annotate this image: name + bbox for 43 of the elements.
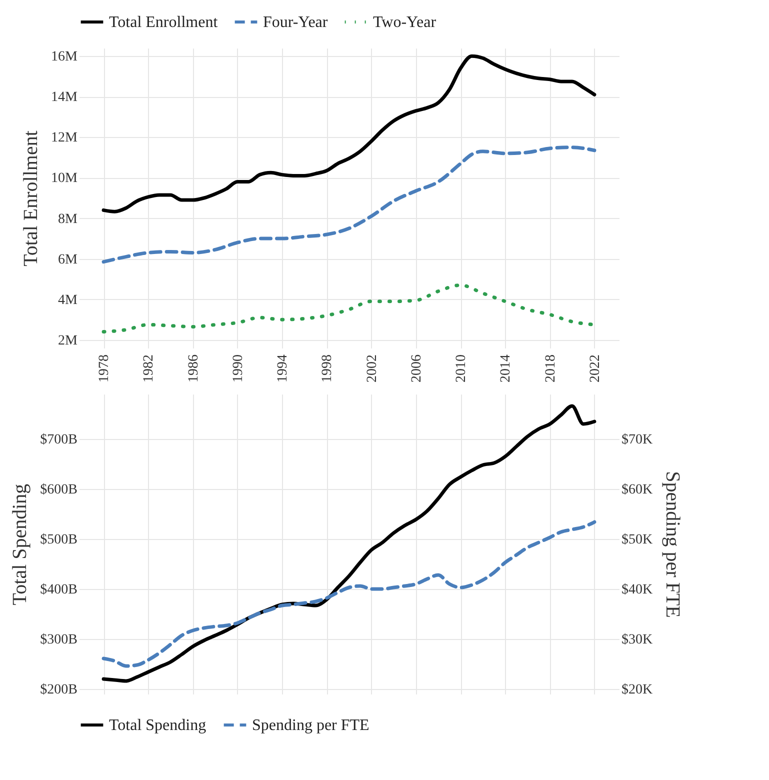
legend-label: Four-Year [263, 14, 328, 31]
x-tick-label: 1998 [320, 354, 336, 382]
x-tick-label: 1978 [97, 354, 112, 382]
y-tick-label: $700B [40, 432, 78, 448]
y-tick-label: $500B [40, 532, 78, 548]
x-tick-label: 1994 [276, 354, 291, 382]
x-tick-label: 2014 [498, 354, 514, 382]
legend-label: Total Enrollment [109, 14, 218, 31]
legend-label: Total Spending [109, 717, 206, 734]
y-tick-label: $600B [40, 482, 78, 498]
x-tick-label: 1986 [186, 354, 202, 382]
line-series [102, 146, 596, 264]
legend-label: Spending per FTE [252, 717, 370, 734]
y-tick-label: 12M [51, 130, 78, 146]
y2-axis-title: Spending per FTE [662, 471, 684, 618]
x-tick-label: 1982 [142, 354, 157, 382]
y-tick-label: 8M [58, 212, 78, 227]
y-tick-label: $300B [40, 632, 78, 648]
y-tick-label: 4M [58, 292, 78, 308]
x-tick-label: 1990 [230, 354, 246, 382]
y-tick-label: 16M [51, 50, 78, 65]
line-series [102, 54, 596, 214]
y2-tick-label: $40K [622, 582, 653, 598]
y-tick-label: 2M [58, 333, 78, 348]
line-series [102, 520, 596, 668]
x-tick-label: 2018 [543, 354, 558, 382]
y-tick-label: 6M [58, 252, 78, 268]
y2-tick-label: $20K [622, 682, 653, 698]
y-tick-label: $400B [40, 582, 78, 598]
y-axis-title: Total Spending [9, 484, 32, 606]
x-tick-label: 2010 [454, 354, 470, 382]
y2-tick-label: $60K [622, 482, 653, 498]
y-tick-label: 10M [51, 171, 78, 186]
y2-tick-label: $70K [622, 432, 653, 448]
x-tick-label: 2002 [364, 354, 380, 382]
y2-tick-label: $50K [622, 532, 653, 548]
x-tick-label: 2006 [409, 354, 424, 382]
legend-label: Two-Year [373, 14, 437, 31]
y-axis-title: Total Enrollment [20, 130, 42, 266]
y-tick-label: 14M [51, 90, 78, 106]
y-tick-label: $200B [40, 682, 78, 698]
x-tick-label: 2022 [588, 354, 603, 382]
y2-tick-label: $30K [622, 632, 653, 648]
